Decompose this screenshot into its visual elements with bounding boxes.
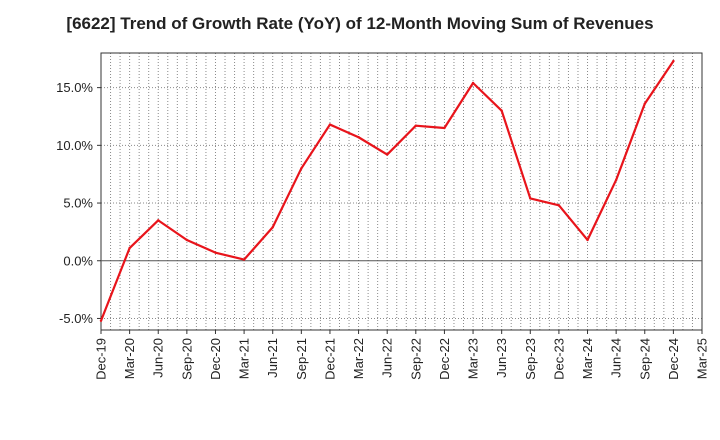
data-point [643,102,646,105]
data-point [271,226,274,229]
data-point [586,238,589,242]
axis-layer [97,52,703,334]
y-tick-label: 0.0% [63,253,93,268]
x-tick-label: Jun-21 [265,338,280,378]
y-tick-label: 10.0% [56,138,93,153]
data-point [214,251,217,254]
x-tick-label: Jun-20 [151,338,166,378]
x-tick-label: Mar-24 [580,338,595,379]
chart-title: [6622] Trend of Growth Rate (YoY) of 12-… [66,14,654,33]
x-tick-label: Sep-21 [294,338,309,380]
data-point [185,238,189,242]
data-point [157,219,160,222]
x-tick-label: Dec-21 [322,338,337,380]
data-point [471,81,475,85]
data-point [443,126,446,130]
x-tick-label: Jun-24 [609,338,624,378]
y-tick-label: -5.0% [59,311,93,326]
x-tick-label: Sep-22 [408,338,423,380]
x-tick-label: Mar-21 [237,338,252,379]
x-tick-label: Dec-24 [666,338,681,380]
label-layer: -5.0% 0.0% 5.0% 10.0% 15.0% Dec-19 Mar-20 Jun-2… [56,80,709,380]
x-tick-label: Jun-22 [380,338,395,378]
x-tick-label: Jun-23 [494,338,509,378]
x-tick-label: Mar-25 [695,338,710,379]
x-tick-label: Mar-20 [122,338,137,379]
x-tick-label: Mar-22 [351,338,366,379]
data-point [414,124,418,127]
x-tick-label: Sep-23 [523,338,538,380]
data-point [242,258,246,261]
plot-frame [100,52,703,331]
grid-layer [101,53,702,330]
y-tick-label: 15.0% [56,80,93,95]
data-point [557,204,561,207]
x-tick-label: Dec-19 [94,338,109,380]
data-point [328,123,332,126]
data-point [385,153,389,156]
data-point [614,178,618,182]
x-tick-label: Sep-20 [179,338,194,380]
x-tick-label: Dec-23 [551,338,566,380]
data-point [99,319,103,322]
x-tick-label: Mar-23 [466,338,481,379]
y-tick-label: 5.0% [63,196,93,211]
data-point [500,109,503,112]
x-tick-label: Dec-22 [437,338,452,380]
data-point [672,59,675,63]
series-layer [99,59,675,322]
data-point [128,246,131,250]
data-point [357,136,360,139]
x-tick-label: Sep-24 [637,338,652,380]
x-tick-label: Dec-20 [208,338,223,380]
data-point [529,197,532,200]
data-point [300,167,303,170]
